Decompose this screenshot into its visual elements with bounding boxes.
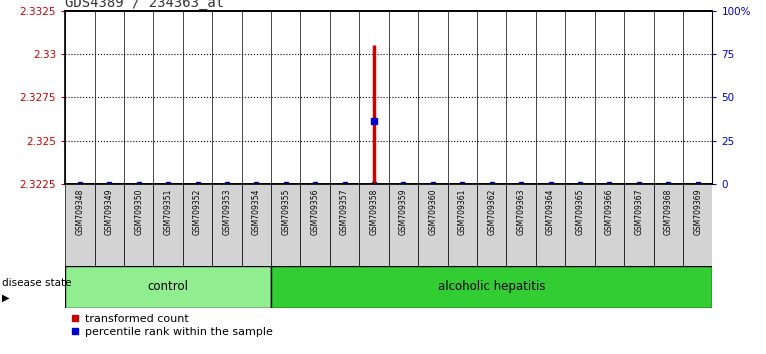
Text: GSM709361: GSM709361	[458, 188, 466, 235]
Text: GSM709348: GSM709348	[75, 188, 84, 235]
Bar	[212, 184, 241, 266]
Text: GSM709351: GSM709351	[164, 188, 172, 235]
Text: GSM709359: GSM709359	[399, 188, 408, 235]
Bar	[183, 184, 212, 266]
Bar	[594, 184, 624, 266]
Text: GSM709363: GSM709363	[516, 188, 525, 235]
Bar	[506, 184, 536, 266]
Text: GSM709350: GSM709350	[134, 188, 143, 235]
Legend: transformed count, percentile rank within the sample: transformed count, percentile rank withi…	[70, 314, 273, 337]
Text: GSM709362: GSM709362	[487, 188, 496, 235]
Bar	[330, 184, 359, 266]
Text: GSM709368: GSM709368	[664, 188, 673, 235]
Bar	[477, 184, 506, 266]
Bar	[271, 266, 712, 308]
Bar	[359, 184, 389, 266]
Bar	[389, 184, 418, 266]
Text: GSM709356: GSM709356	[311, 188, 319, 235]
Text: GSM709364: GSM709364	[546, 188, 555, 235]
Text: ▶: ▶	[2, 292, 9, 302]
Text: GDS4389 / 234363_at: GDS4389 / 234363_at	[65, 0, 224, 10]
Text: GSM709367: GSM709367	[634, 188, 643, 235]
Text: GSM709358: GSM709358	[369, 188, 378, 235]
Text: GSM709354: GSM709354	[252, 188, 261, 235]
Text: GSM709369: GSM709369	[693, 188, 702, 235]
Bar	[447, 184, 477, 266]
Text: alcoholic hepatitis: alcoholic hepatitis	[438, 280, 545, 293]
Text: control: control	[148, 280, 188, 293]
Text: GSM709366: GSM709366	[605, 188, 614, 235]
Bar	[153, 184, 183, 266]
Bar	[65, 184, 94, 266]
Bar	[124, 184, 153, 266]
Bar	[653, 184, 683, 266]
Bar	[241, 184, 271, 266]
Text: GSM709357: GSM709357	[340, 188, 349, 235]
Bar	[565, 184, 594, 266]
Text: GSM709349: GSM709349	[105, 188, 113, 235]
Bar	[65, 266, 271, 308]
Text: GSM709352: GSM709352	[193, 188, 202, 235]
Bar	[300, 184, 330, 266]
Text: disease state: disease state	[2, 278, 71, 288]
Bar	[536, 184, 565, 266]
Bar	[683, 184, 712, 266]
Text: GSM709360: GSM709360	[428, 188, 437, 235]
Text: GSM709365: GSM709365	[575, 188, 584, 235]
Bar	[418, 184, 447, 266]
Bar	[94, 184, 124, 266]
Bar	[624, 184, 653, 266]
Text: GSM709353: GSM709353	[222, 188, 231, 235]
Bar	[271, 184, 300, 266]
Text: GSM709355: GSM709355	[281, 188, 290, 235]
